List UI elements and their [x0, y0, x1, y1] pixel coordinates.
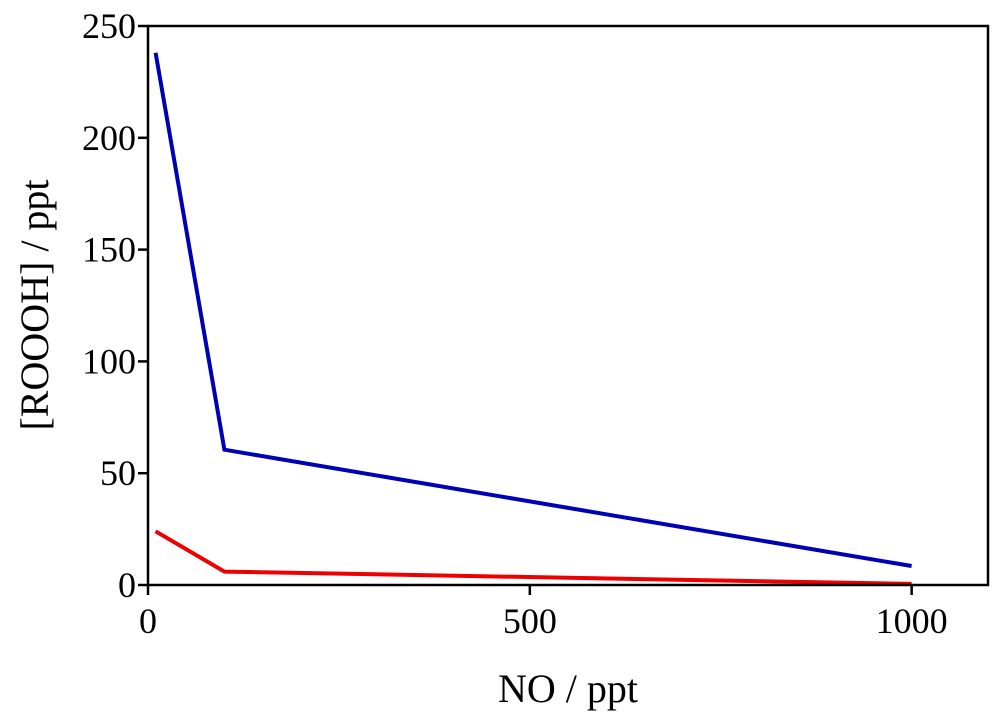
x-axis-ticks: 0 500 1000	[139, 585, 948, 641]
series-line-2	[154, 529, 912, 586]
x-tick-label: 500	[503, 601, 557, 641]
y-axis-ticks: 0 50 100 150 200 250	[82, 6, 148, 605]
plot-frame	[146, 24, 990, 587]
x-tick-label: 0	[139, 601, 157, 641]
y-tick-label: 250	[82, 6, 136, 46]
series-line-1	[153, 52, 912, 568]
series-layer	[153, 52, 912, 586]
y-tick-label: 200	[82, 118, 136, 158]
y-tick-label: 50	[100, 453, 136, 493]
y-tick-label: 0	[118, 565, 136, 605]
x-tick-label: 1000	[876, 601, 948, 641]
y-tick-label: 150	[82, 230, 136, 270]
x-axis-label: NO / ppt	[498, 666, 638, 711]
y-axis-label: [ROOOH] / ppt	[12, 179, 57, 430]
y-tick-label: 100	[82, 341, 136, 381]
